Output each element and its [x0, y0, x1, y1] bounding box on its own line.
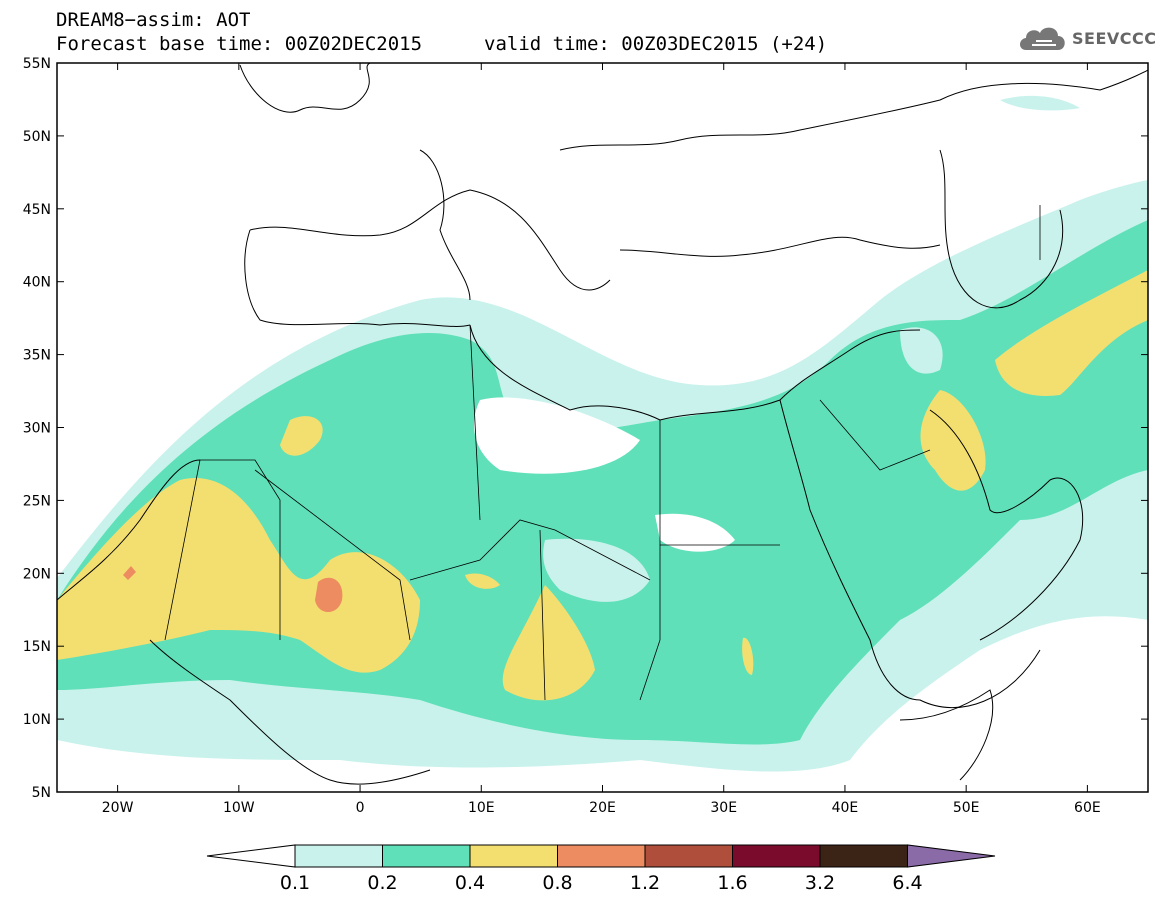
aot-band-0.8-b	[123, 566, 136, 580]
aot-field	[57, 95, 1148, 772]
aot-band-0.4-iran	[995, 270, 1148, 396]
longitude-axis: 20W 10W 0 10E 20E 30E 40E 50E 60E	[102, 63, 1101, 816]
aot-band-0.4-sahara	[280, 416, 323, 456]
colorbar-swatch	[644, 844, 733, 868]
colorbar-threshold-label: 0.8	[542, 872, 573, 894]
lon-label: 30E	[710, 800, 737, 816]
lat-label: 55N	[23, 56, 51, 72]
cloud-logo-icon	[1020, 27, 1065, 50]
lon-label: 10E	[468, 800, 495, 816]
aot-hole-3	[543, 538, 650, 602]
lat-label: 15N	[23, 639, 51, 655]
aot-band-0.4-chad	[502, 585, 595, 701]
colorbar-threshold-label: 0.2	[367, 872, 398, 894]
coastlines	[57, 63, 1148, 785]
colorbar-swatch	[557, 844, 646, 868]
colorbar-arrow-low	[206, 844, 296, 868]
country-borders	[164, 205, 1041, 701]
lon-label: 40E	[832, 800, 859, 816]
lat-label: 30N	[23, 421, 51, 437]
colorbar-swatch	[382, 844, 471, 868]
colorbar	[206, 844, 996, 868]
lon-label: 50E	[953, 800, 980, 816]
colorbar-swatch	[469, 844, 558, 868]
colorbar-threshold-label: 0.4	[454, 872, 486, 894]
lat-label: 40N	[23, 275, 51, 291]
lat-label: 45N	[23, 202, 51, 218]
aot-band-0.1-caspian	[1000, 95, 1080, 111]
map-title: DREAM8−assim: AOT	[56, 9, 251, 31]
seevccc-logo: SEEVCCC	[1018, 22, 1158, 58]
lat-label: 35N	[23, 348, 51, 364]
lon-label: 20W	[102, 800, 134, 816]
logo-text: SEEVCCC	[1072, 29, 1157, 48]
lat-label: 25N	[23, 493, 51, 509]
valid-time: valid time: 00Z03DEC2015 (+24)	[484, 33, 828, 55]
aot-hole	[474, 397, 640, 474]
colorbar-swatch	[732, 844, 821, 868]
colorbar-threshold-label: 1.6	[717, 872, 748, 894]
lon-label: 0	[356, 800, 365, 816]
colorbar-threshold-label: 3.2	[804, 872, 836, 894]
latitude-axis: 55N 50N 45N 40N 35N 30N 25N 20N 15N 10N 5N	[23, 56, 1148, 801]
colorbar-threshold-label: 1.2	[629, 872, 661, 894]
colorbar-swatch	[819, 844, 908, 868]
colorbar-threshold-label: 6.4	[892, 872, 923, 894]
forecast-base-time: Forecast base time: 00Z02DEC2015	[56, 33, 423, 55]
lon-label: 60E	[1074, 800, 1101, 816]
aot-hole-2	[655, 513, 735, 552]
colorbar-threshold-label: 0.1	[279, 872, 311, 894]
lat-label: 5N	[32, 785, 51, 801]
colorbar-arrow-high	[907, 844, 996, 868]
aot-band-0.4-west	[57, 478, 420, 673]
lat-label: 20N	[23, 566, 51, 582]
lat-label: 50N	[23, 129, 51, 145]
aot-band-0.4-libya	[465, 573, 500, 589]
lat-label: 10N	[23, 712, 51, 728]
aot-band-0.8	[315, 577, 343, 612]
lon-label: 20E	[589, 800, 616, 816]
aot-band-0.4-sudan	[742, 637, 754, 675]
lon-label: 10W	[223, 800, 255, 816]
colorbar-swatch	[294, 844, 383, 868]
aot-hole-4	[900, 327, 943, 374]
